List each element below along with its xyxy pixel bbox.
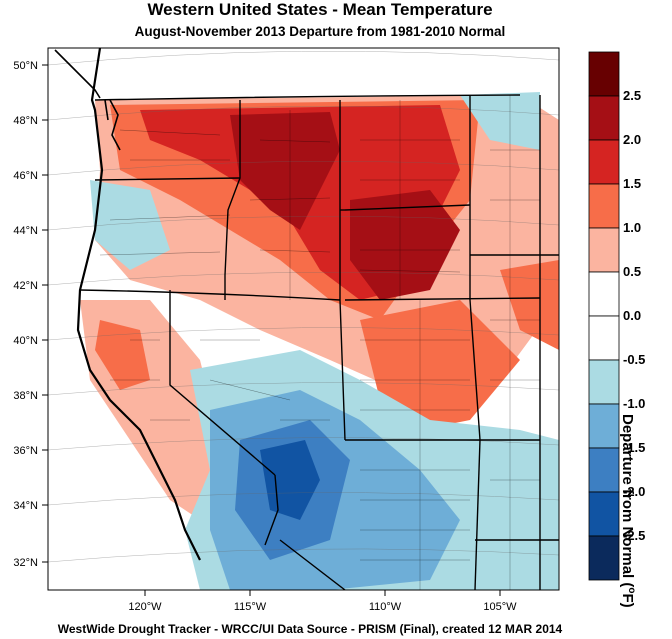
- map-frame: [47, 47, 560, 591]
- colorbar-bin: [588, 315, 620, 361]
- colorbar-title-text: Departure from Normal (: [619, 414, 636, 588]
- cool-region-nd: [460, 92, 540, 150]
- lat-label: 42°N: [13, 280, 38, 292]
- cool-region-oregon: [90, 180, 170, 270]
- colorbar-bin: [588, 271, 620, 317]
- colorbar-label: -1.5: [623, 440, 645, 455]
- colorbar-bin: [588, 183, 620, 229]
- colorbar-bin: [588, 535, 620, 581]
- colorbar-label: 0.5: [623, 264, 641, 279]
- colorbar-label: 1.5: [623, 176, 641, 191]
- colorbar: 2.5 2.0 1.5 1.0 0.5 0.0 -0.5 -1.0 -1.5 -2.0 -2.5: [588, 51, 645, 581]
- colorbar-label: -0.5: [623, 352, 645, 367]
- colorbar-title: Departure from Normal (oF): [619, 414, 637, 608]
- longitude-labels: 120°W 115°W 110°W 105°W: [128, 601, 517, 613]
- colorbar-bin: [588, 403, 620, 449]
- ocean: [48, 48, 200, 590]
- colorbar-bin: [588, 447, 620, 493]
- colorbar-bin: [588, 51, 620, 97]
- map-subtitle: August-November 2013 Departure from 1981…: [134, 24, 506, 39]
- longitude-ticks: [144, 590, 501, 596]
- lon-label: 110°W: [369, 601, 402, 613]
- latitude-ticks: [42, 64, 48, 563]
- latitude-labels: 50°N 48°N 46°N 44°N 42°N 40°N 38°N 36°N …: [13, 60, 38, 569]
- colorbar-label: 0.0: [623, 308, 641, 323]
- map-content: [48, 48, 559, 590]
- colorbar-label: -1.0: [623, 396, 645, 411]
- colorbar-bin: [588, 227, 620, 273]
- colorbar-label: -2.0: [623, 484, 645, 499]
- cool-region-deep: [260, 440, 320, 520]
- lat-label: 34°N: [13, 500, 38, 512]
- map-title: Western United States - Mean Temperature: [147, 0, 493, 19]
- lat-label: 40°N: [13, 335, 38, 347]
- lat-label: 36°N: [13, 445, 38, 457]
- temperature-map: 50°N 48°N 46°N 44°N 42°N 40°N 38°N 36°N …: [13, 47, 645, 613]
- puget-sound: [104, 99, 121, 151]
- lat-label: 50°N: [13, 60, 38, 72]
- footer-credit: WestWide Drought Tracker - WRCC/UI Data …: [57, 622, 563, 636]
- lat-label: 44°N: [13, 225, 38, 237]
- vancouver-island: [54, 49, 101, 99]
- coastline: [76, 48, 201, 561]
- lon-label: 115°W: [234, 601, 267, 613]
- lat-label: 38°N: [13, 390, 38, 402]
- county-boundaries: [99, 95, 540, 590]
- warm-region-ca-spots: [95, 320, 150, 390]
- lat-label: 46°N: [13, 170, 38, 182]
- lon-label: 120°W: [128, 601, 162, 613]
- colorbar-bin: [588, 359, 620, 405]
- colorbar-bin: [588, 95, 620, 141]
- colorbar-label: 2.5: [623, 88, 641, 103]
- graticule: [48, 50, 559, 563]
- colorbar-label: 1.0: [623, 220, 641, 235]
- state-boundaries: [79, 94, 559, 590]
- colorbar-bin: [588, 139, 620, 185]
- colorbar-label: -2.5: [623, 528, 645, 543]
- colorbar-label: 2.0: [623, 132, 641, 147]
- colorbar-title-end: F): [619, 593, 636, 608]
- colorbar-bin: [588, 491, 620, 537]
- lon-label: 105°W: [483, 601, 517, 613]
- warm-region-colorado: [360, 300, 520, 430]
- lat-label: 48°N: [13, 115, 38, 127]
- warm-region-east: [500, 260, 559, 350]
- lat-label: 32°N: [13, 557, 38, 569]
